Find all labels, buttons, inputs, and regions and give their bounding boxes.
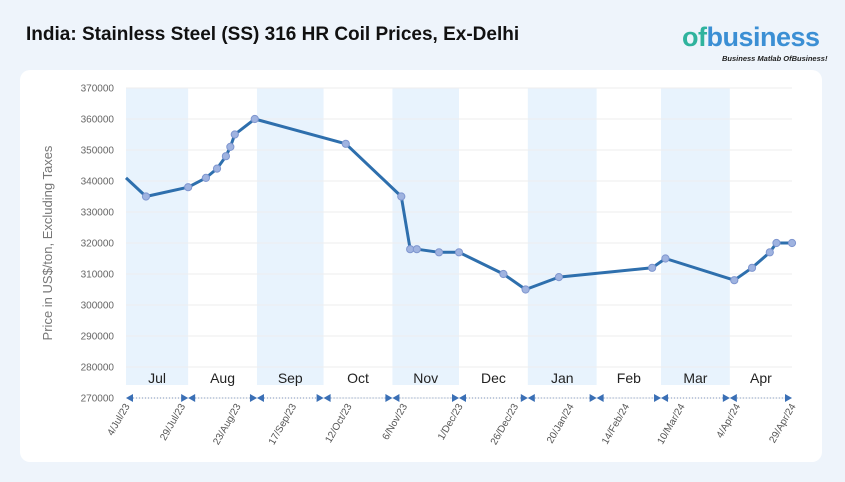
y-tick-label: 290000 <box>81 332 115 343</box>
data-point <box>747 263 757 272</box>
y-tick-label: 350000 <box>81 146 115 157</box>
y-tick-label: 300000 <box>81 301 115 312</box>
arrow-left-icon <box>323 394 331 402</box>
arrow-right-icon <box>316 394 324 402</box>
arrow-left-icon <box>527 394 535 402</box>
data-point <box>521 285 530 294</box>
data-point <box>648 263 657 272</box>
x-tick-label: 26/Dec/23 <box>489 402 522 447</box>
data-point <box>201 173 211 182</box>
y-tick-label: 370000 <box>81 84 115 95</box>
y-tick-label: 320000 <box>81 239 115 250</box>
month-band <box>126 88 189 385</box>
arrow-left-icon <box>126 394 133 402</box>
data-point <box>772 238 781 248</box>
x-tick-label: 4/Jul/23 <box>106 402 133 438</box>
y-tick-label: 280000 <box>81 363 115 374</box>
arrow-left-icon <box>729 394 737 402</box>
arrow-left-icon <box>661 394 669 402</box>
arrow-left-icon <box>188 394 196 402</box>
data-point <box>221 152 230 161</box>
x-tick-label: 12/Oct/23 <box>323 402 354 445</box>
x-tick-label: 1/Dec/23 <box>436 402 466 443</box>
month-label: Dec <box>481 370 506 386</box>
arrow-right-icon <box>452 394 459 402</box>
data-point <box>141 192 151 201</box>
data-point <box>226 142 235 151</box>
arrow-right-icon <box>249 394 257 402</box>
y-tick-label: 340000 <box>81 177 115 188</box>
month-label: Nov <box>413 370 438 386</box>
month-band <box>661 88 730 385</box>
data-point <box>184 183 193 192</box>
ofbusiness-logo: ofbusiness Business Matlab OfBusiness! <box>682 22 828 63</box>
data-point <box>397 192 406 201</box>
arrow-right-icon <box>722 394 730 402</box>
data-point <box>250 114 259 124</box>
month-band <box>392 88 459 385</box>
data-point <box>499 269 508 279</box>
data-point <box>765 248 774 257</box>
arrow-right-icon <box>589 394 597 402</box>
x-tick-label: 4/Apr/24 <box>715 402 744 441</box>
arrow-right-icon <box>520 394 528 402</box>
data-point <box>554 273 564 282</box>
data-point <box>212 164 222 173</box>
page-title: India: Stainless Steel (SS) 316 HR Coil … <box>26 24 520 45</box>
data-point <box>787 238 797 248</box>
x-tick-label: 6/Nov/23 <box>381 402 411 443</box>
arrow-right-icon <box>181 394 189 402</box>
month-label: Sep <box>278 370 303 386</box>
month-label: Aug <box>210 370 235 386</box>
data-point <box>434 248 444 257</box>
data-point <box>412 245 421 254</box>
data-point <box>230 130 239 139</box>
month-band <box>256 88 324 385</box>
x-tick-label: 23/Aug/23 <box>211 402 244 447</box>
y-tick-label: 310000 <box>81 270 115 281</box>
arrow-left-icon <box>392 394 400 402</box>
month-label: Jul <box>148 370 166 386</box>
data-point <box>341 139 350 148</box>
arrow-left-icon <box>256 394 264 402</box>
y-axis-title: Price in US$/ton, Excluding Taxes <box>40 145 55 340</box>
month-label: Jan <box>551 370 574 386</box>
month-label: Mar <box>683 370 707 386</box>
x-tick-label: 10/Mar/24 <box>656 402 688 447</box>
x-tick-label: 17/Sep/23 <box>267 402 300 447</box>
x-tick-label: 29/Jul/23 <box>158 402 188 443</box>
arrow-left-icon <box>459 394 466 402</box>
arrow-right-icon <box>785 394 792 402</box>
x-tick-label: 20/Jan/24 <box>545 402 577 446</box>
month-band <box>527 88 597 385</box>
data-point <box>730 276 739 285</box>
month-label: Oct <box>347 370 369 386</box>
arrow-right-icon <box>385 394 393 402</box>
data-point <box>454 248 464 257</box>
arrow-right-icon <box>654 394 662 402</box>
month-label: Apr <box>750 370 772 386</box>
arrow-left-icon <box>596 394 604 402</box>
data-point <box>406 245 415 254</box>
data-point <box>661 254 670 263</box>
x-tick-label: 14/Feb/24 <box>600 402 632 447</box>
y-tick-label: 330000 <box>81 208 115 219</box>
y-tick-label: 360000 <box>81 115 115 126</box>
x-tick-label: 29/Apr/24 <box>767 402 798 445</box>
y-tick-label: 270000 <box>81 394 115 405</box>
month-label: Feb <box>617 370 641 386</box>
